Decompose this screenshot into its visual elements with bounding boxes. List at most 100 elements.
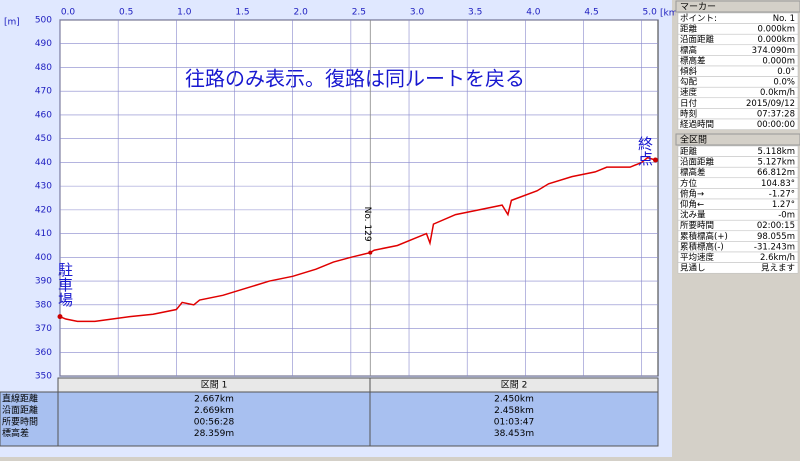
x-tick-label: 0.0 xyxy=(61,8,76,18)
y-tick-label: 440 xyxy=(35,158,52,168)
panel-value: 104.83° xyxy=(761,179,795,189)
panel-key: 速度 xyxy=(680,87,698,98)
panel-value: 0.0% xyxy=(773,78,795,88)
panel-key: 所要時間 xyxy=(680,220,714,231)
table-body xyxy=(57,391,659,447)
plot-area xyxy=(59,19,659,377)
section-cell: 28.359m xyxy=(194,429,234,439)
panel-title-bar xyxy=(675,0,800,13)
x-tick-label: 2.5 xyxy=(352,8,366,18)
table-header xyxy=(57,377,659,393)
row-label: 直線距離 xyxy=(2,393,38,405)
panel-key: 距離 xyxy=(680,146,698,157)
panel-value: 2.6km/h xyxy=(760,253,795,263)
panel-key: 勾配 xyxy=(680,77,698,88)
panel-key: 平均速度 xyxy=(680,252,715,263)
row-label: 標高差 xyxy=(2,427,29,439)
x-tick-label: 3.0 xyxy=(410,8,425,18)
panel-key: 傾斜 xyxy=(680,66,698,77)
section-cell: 2.667km xyxy=(194,395,234,405)
end-label: 終点 xyxy=(636,136,654,166)
x-tick-label: 1.5 xyxy=(235,8,249,18)
panel-value: -1.27° xyxy=(769,189,795,199)
panel-key: 沈み量 xyxy=(680,210,706,221)
section-cell: 2.450km xyxy=(494,395,534,405)
panel-value: 98.055m xyxy=(757,232,795,242)
annotation: 往路のみ表示。復路は同ルートを戻る xyxy=(185,67,525,91)
y-tick-label: 480 xyxy=(35,63,52,73)
section-title: 区間 2 xyxy=(501,380,528,391)
panel-title: 全区間 xyxy=(680,134,707,146)
panel-title-bar xyxy=(675,133,800,146)
panel-key: 累積標高(+) xyxy=(680,231,728,242)
y-tick-label: 410 xyxy=(35,229,52,239)
panel-key: 仰角← xyxy=(680,199,704,210)
y-tick-label: 460 xyxy=(35,110,52,120)
y-unit: [m] xyxy=(4,18,20,28)
panel-key: 標高 xyxy=(680,45,697,56)
marker-label: No. 129 xyxy=(362,207,372,242)
panel-value: 07:37:28 xyxy=(757,109,795,119)
section-cell: 2.458km xyxy=(494,406,534,416)
section-cell: 01:03:47 xyxy=(494,418,534,428)
y-tick-label: 470 xyxy=(35,87,52,97)
section-title: 区間 1 xyxy=(201,380,228,391)
section-cell: 00:56:28 xyxy=(194,418,235,428)
section-cell: 38.453m xyxy=(494,429,534,439)
row-label-bg xyxy=(0,391,59,447)
panel-key: 時刻 xyxy=(680,108,697,119)
y-tick-label: 390 xyxy=(35,277,52,287)
panel-value: 1.27° xyxy=(772,200,795,210)
panel-key: ポイント: xyxy=(680,14,717,24)
panel-key: 沿面距離 xyxy=(680,34,715,45)
panel-value: 02:00:15 xyxy=(757,221,795,231)
panel-key: 方位 xyxy=(680,178,698,189)
y-tick-label: 350 xyxy=(35,372,52,382)
panel-value: 00:00:00 xyxy=(757,120,795,130)
panel-row xyxy=(677,118,799,130)
x-tick-label: 4.0 xyxy=(526,8,541,18)
y-tick-label: 420 xyxy=(35,205,52,215)
panel-value: 2015/09/12 xyxy=(746,99,795,109)
x-tick-label: 2.0 xyxy=(294,8,309,18)
x-tick-label: 0.5 xyxy=(119,8,133,18)
panel-value: 5.127km xyxy=(757,158,795,168)
panel-value: 0.000km xyxy=(757,35,795,45)
section-cell: 2.669km xyxy=(194,406,234,416)
row-label: 所要時間 xyxy=(2,417,38,428)
panel-key: 標高差 xyxy=(680,55,706,66)
marker-point xyxy=(368,250,373,255)
panel-value: 66.812m xyxy=(757,168,795,178)
x-tick-label: 3.5 xyxy=(468,8,482,18)
x-unit: [km] xyxy=(660,9,681,19)
start-point xyxy=(57,314,63,320)
panel-value: 0.000m xyxy=(762,56,795,66)
x-tick-label: 5.0 xyxy=(643,8,658,18)
panel-value: 5.118km xyxy=(757,147,795,157)
panel-key: 俯角→ xyxy=(680,188,704,199)
x-tick-label: 1.0 xyxy=(177,8,192,18)
panel-value: 0.0km/h xyxy=(760,88,795,98)
panel-key: 経過時間 xyxy=(680,119,714,130)
panel-key: 標高差 xyxy=(680,167,706,178)
panel-key: 距離 xyxy=(680,24,698,35)
panel-value: 見えます xyxy=(761,264,795,274)
y-tick-label: 380 xyxy=(35,300,52,310)
panel-value: No. 1 xyxy=(773,14,795,24)
y-tick-label: 400 xyxy=(35,253,52,263)
panel-value: 0.000km xyxy=(757,25,795,35)
panel-key: 日付 xyxy=(680,98,698,109)
x-tick-label: 4.5 xyxy=(584,8,598,18)
end-point xyxy=(652,157,658,163)
panel-title: マーカー xyxy=(680,2,716,13)
panel-key: 沿面距離 xyxy=(680,157,715,168)
y-tick-label: 360 xyxy=(35,348,52,358)
panel-value: 0.0° xyxy=(777,67,795,77)
panel-value: -31.243m xyxy=(754,242,795,252)
panel-value: 374.090m xyxy=(752,46,795,56)
start-label: 駐車場 xyxy=(56,262,74,307)
y-tick-label: 490 xyxy=(35,39,52,49)
panel-value: -0m xyxy=(778,211,795,221)
